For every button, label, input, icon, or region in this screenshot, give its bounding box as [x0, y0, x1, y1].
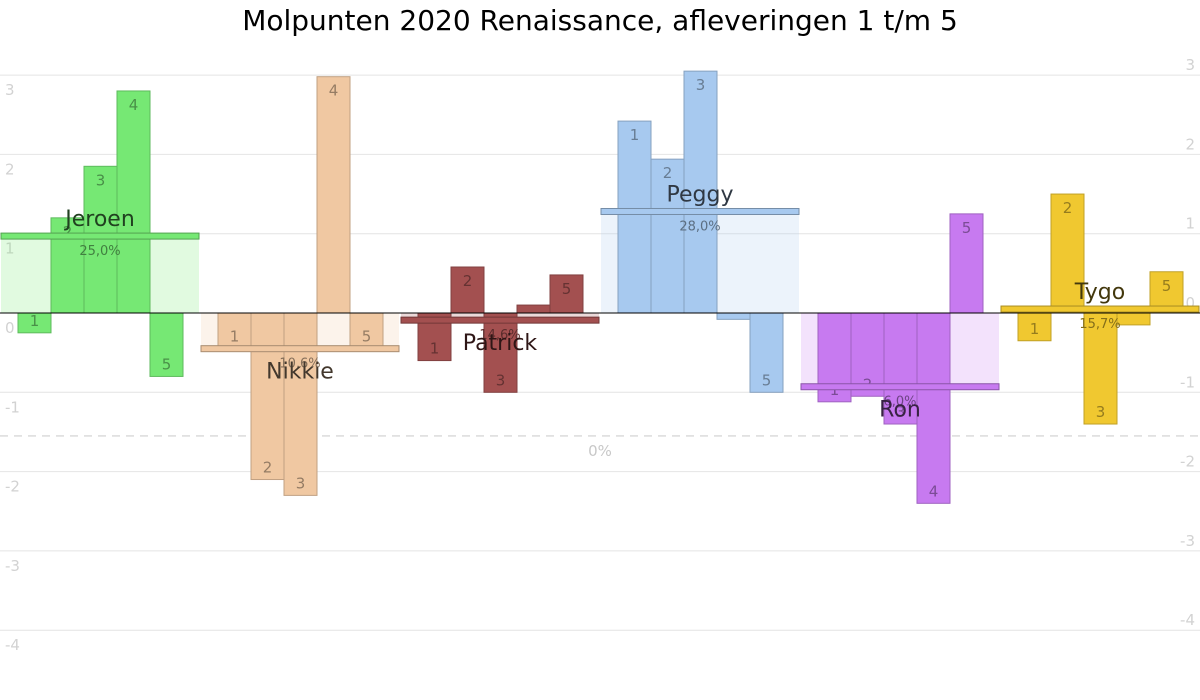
bar: [1116, 312, 1151, 326]
bar-episode-label: 5: [162, 355, 172, 373]
bar: [349, 312, 384, 350]
average-line: [1000, 305, 1200, 313]
average-line: [800, 383, 1000, 391]
bar-episode-label: 2: [1063, 199, 1073, 217]
bar-episode-label: 3: [696, 76, 706, 94]
bar: [250, 312, 285, 481]
y-tick-label-left: 3: [5, 81, 15, 99]
bar-episode-label: 5: [562, 280, 572, 298]
y-tick-label-left: 2: [5, 160, 15, 178]
bar: [683, 70, 718, 314]
bar: [850, 312, 885, 397]
y-tick-label-right: -1: [1180, 373, 1195, 391]
bar-episode-label: 4: [129, 96, 139, 114]
average-line: [0, 232, 200, 240]
y-tick-label-left: -2: [5, 478, 20, 496]
bar-episode-label: 2: [263, 459, 273, 477]
bar: [749, 312, 784, 393]
bar: [316, 76, 351, 314]
y-tick-label-right: 1: [1185, 215, 1195, 233]
bar-episode-label: 1: [230, 328, 240, 346]
y-tick-label-right: -3: [1180, 532, 1195, 550]
bar-episode-label: 1: [30, 312, 40, 330]
series-name-label: Nikkie: [266, 360, 334, 385]
y-tick-label-right: 3: [1185, 56, 1195, 74]
bar-episode-label: 2: [463, 272, 473, 290]
bar: [1083, 312, 1118, 425]
series-name-label: Patrick: [463, 331, 538, 356]
y-tick-label-left: -4: [5, 636, 20, 654]
bar-episode-label: 1: [430, 340, 440, 358]
bar-episode-label: 1: [630, 126, 640, 144]
average-line: [600, 207, 800, 215]
bar-episode-label: 5: [762, 371, 772, 389]
y-tick-label-left: -3: [5, 557, 20, 575]
y-tick-label-right: -2: [1180, 453, 1195, 471]
y-tick-label-left: 1: [5, 240, 15, 258]
bar: [883, 312, 918, 425]
y-tick-label-right: 2: [1185, 135, 1195, 153]
bar: [450, 266, 485, 314]
percentage-label: 28,0%: [679, 219, 720, 234]
bar: [549, 274, 584, 314]
bar-episode-label: 2: [663, 164, 673, 182]
average-line: [400, 316, 600, 324]
bar-episode-label: 4: [329, 82, 339, 100]
bar-episode-label: 2: [63, 223, 73, 241]
percentage-label: 10,6%: [279, 357, 320, 372]
chart-title: Molpunten 2020 Renaissance, afleveringen…: [242, 4, 958, 37]
percentage-label: 6,0%: [883, 395, 916, 410]
percentage-label: 15,7%: [1079, 317, 1120, 332]
series-name-label: Ron: [879, 398, 921, 423]
bar: [716, 312, 751, 320]
bar-episode-label: 4: [929, 482, 939, 500]
percentage-label: 14,6%: [479, 328, 520, 343]
bar: [1050, 193, 1085, 314]
bar: [483, 312, 518, 393]
series-name-label: Peggy: [667, 182, 734, 207]
y-tick-label-left: -1: [5, 398, 20, 416]
percentage-label: 25,0%: [79, 244, 120, 259]
series-name-label: Jeroen: [63, 207, 135, 232]
bar-episode-label: 5: [962, 219, 972, 237]
bar-episode-label: 3: [496, 371, 506, 389]
bar: [516, 304, 551, 314]
bar: [283, 312, 318, 496]
y-tick-label-left: 0: [5, 319, 15, 337]
bar: [617, 120, 652, 314]
bar: [1017, 312, 1052, 342]
bar-episode-label: 3: [1096, 403, 1106, 421]
bar: [916, 312, 951, 504]
bar-episode-label: 5: [362, 328, 372, 346]
y-tick-label-right: -4: [1180, 611, 1195, 629]
bar-episode-label: 5: [1162, 277, 1172, 295]
y-tick-label-right: 0: [1185, 294, 1195, 312]
reference-line-label: 0%: [588, 442, 612, 460]
series-name-label: Tygo: [1074, 280, 1125, 305]
bar: [650, 158, 685, 314]
bar-episode-label: 3: [96, 171, 106, 189]
bar: [116, 90, 151, 314]
bar-episode-label: 3: [296, 474, 306, 492]
bar-episode-label: 1: [1030, 320, 1040, 338]
bar-episode-label: 3: [896, 403, 906, 421]
average-line: [200, 345, 400, 353]
